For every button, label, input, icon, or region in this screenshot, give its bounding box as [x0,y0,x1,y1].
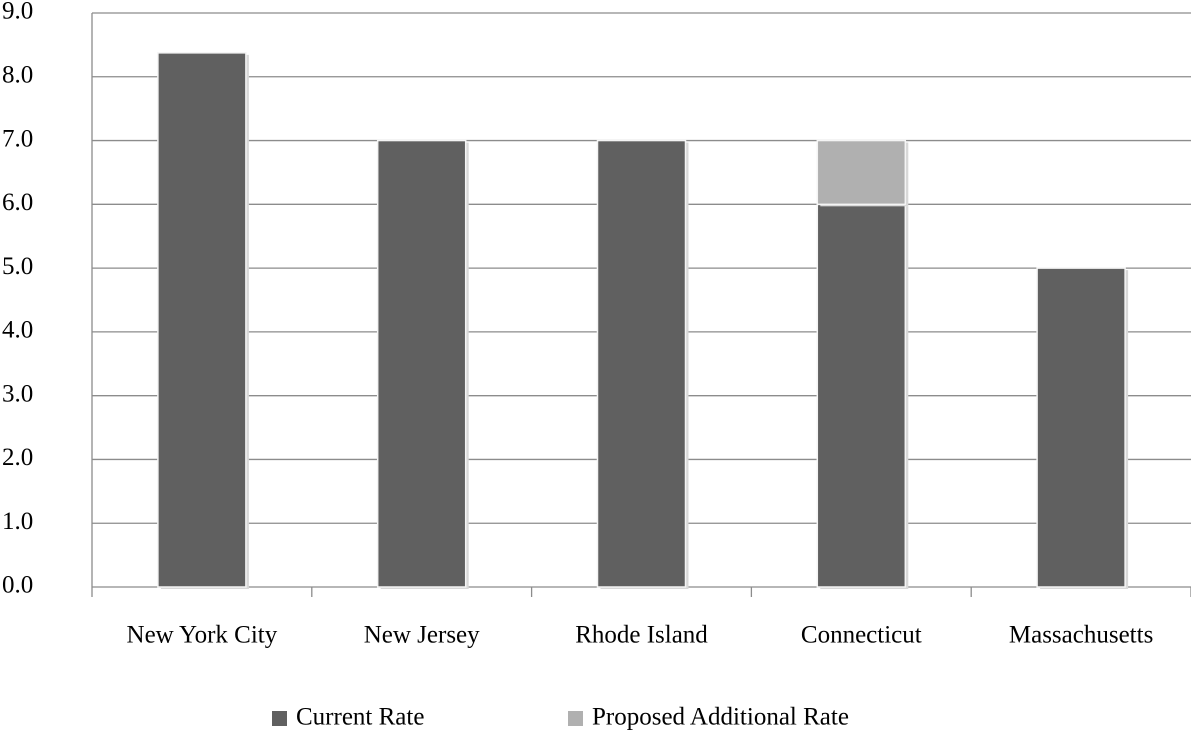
y-tick-label: 2.0 [2,444,33,471]
y-tick-label: 5.0 [2,253,33,280]
x-tick-label: Massachusetts [1009,622,1153,649]
bar [376,139,467,588]
y-tick-label: 9.0 [2,0,33,25]
bar [157,52,247,588]
legend-swatch [272,711,287,726]
x-tick-label: Rhode Island [575,622,708,649]
y-tick-label: 4.0 [2,317,33,344]
bar [816,203,907,588]
y-tick-label: 6.0 [2,189,33,216]
x-tick-label: New Jersey [364,622,480,649]
x-tick-label: New York City [127,622,278,649]
y-tick-label: 0.0 [2,572,33,599]
y-tick-label: 7.0 [2,125,33,152]
bar [816,139,907,206]
bar [596,139,687,588]
x-tick-label: Connecticut [801,622,922,649]
legend-label: Current Rate [296,704,424,731]
y-tick-label: 8.0 [2,62,33,89]
legend-label: Proposed Additional Rate [592,704,849,731]
y-tick-label: 1.0 [2,508,33,535]
y-tick-label: 3.0 [2,380,33,407]
legend-swatch [568,711,583,726]
bar [1036,267,1126,588]
